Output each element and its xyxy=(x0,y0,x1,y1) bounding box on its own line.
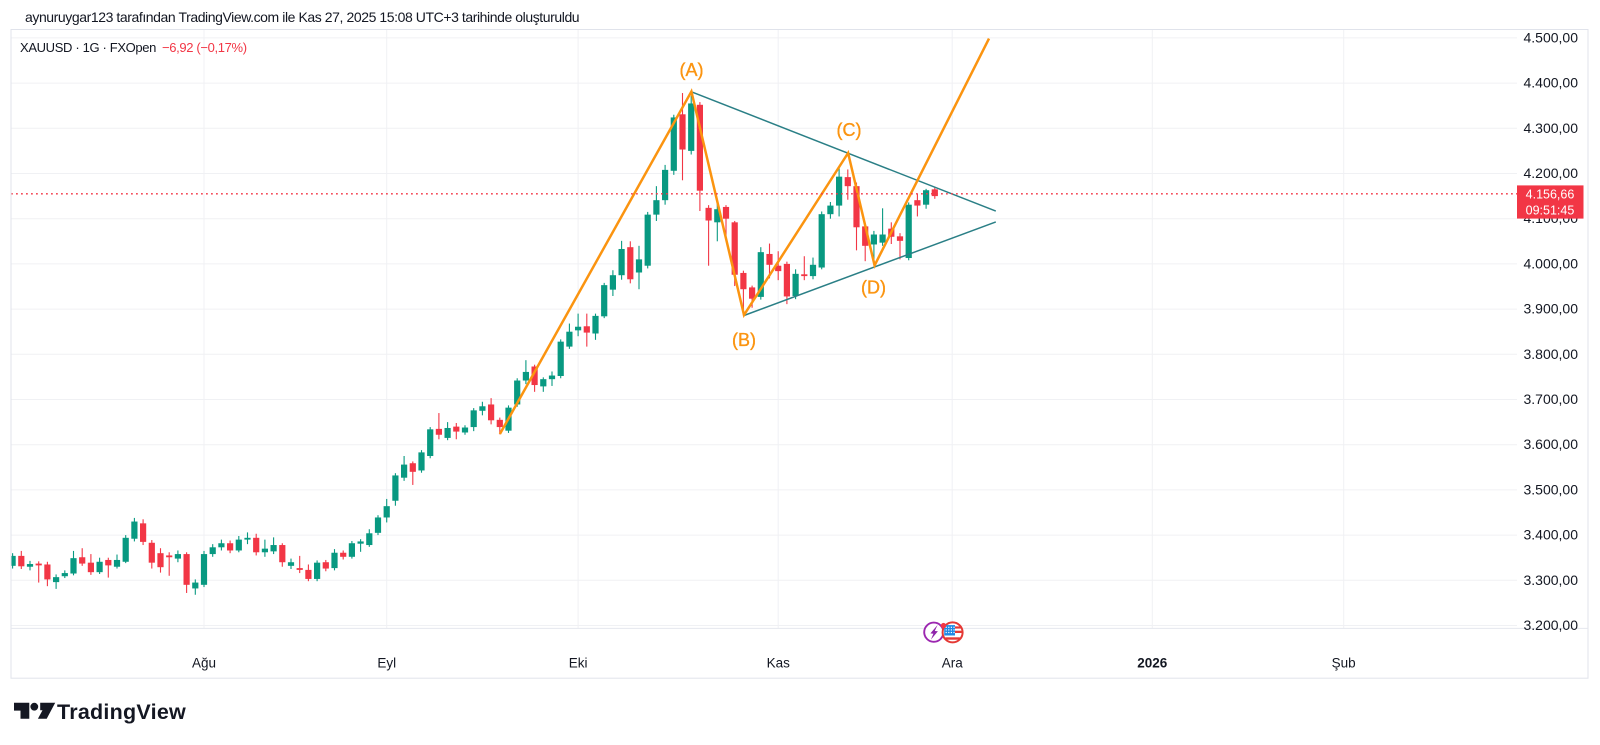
svg-text:aynuruygar123 tarafından Tradi: aynuruygar123 tarafından TradingView.com… xyxy=(25,9,579,25)
svg-text:09:51:45: 09:51:45 xyxy=(1526,204,1575,218)
svg-text:(C): (C) xyxy=(837,120,862,140)
svg-text:4.156,66: 4.156,66 xyxy=(1526,188,1575,202)
svg-text:Kas: Kas xyxy=(767,656,791,671)
svg-text:3.800,00: 3.800,00 xyxy=(1524,346,1579,362)
svg-text:Eki: Eki xyxy=(569,656,588,671)
svg-text:(B): (B) xyxy=(732,330,756,350)
svg-text:2026: 2026 xyxy=(1137,656,1168,671)
svg-text:4.400,00: 4.400,00 xyxy=(1524,75,1579,91)
svg-text:TradingView: TradingView xyxy=(57,700,186,724)
svg-text:Ara: Ara xyxy=(942,656,964,671)
svg-text:4.300,00: 4.300,00 xyxy=(1524,120,1579,136)
svg-text:XAUUSD · 1G · FXOpen: XAUUSD · 1G · FXOpen xyxy=(20,40,156,55)
svg-text:−6,92 (−0,17%): −6,92 (−0,17%) xyxy=(162,40,247,55)
svg-text:3.500,00: 3.500,00 xyxy=(1524,481,1579,497)
svg-text:Ağu: Ağu xyxy=(192,656,216,671)
svg-text:(A): (A) xyxy=(680,60,704,80)
svg-text:(D): (D) xyxy=(861,278,886,298)
svg-text:3.900,00: 3.900,00 xyxy=(1524,301,1579,317)
svg-text:Şub: Şub xyxy=(1332,656,1356,671)
svg-text:Eyl: Eyl xyxy=(377,656,396,671)
svg-text:3.200,00: 3.200,00 xyxy=(1524,617,1579,633)
svg-text:4.000,00: 4.000,00 xyxy=(1524,255,1579,271)
svg-text:3.700,00: 3.700,00 xyxy=(1524,391,1579,407)
svg-text:4.200,00: 4.200,00 xyxy=(1524,165,1579,181)
svg-text:4.500,00: 4.500,00 xyxy=(1524,29,1579,45)
svg-text:3.400,00: 3.400,00 xyxy=(1524,527,1579,543)
svg-text:3.300,00: 3.300,00 xyxy=(1524,572,1579,588)
svg-text:3.600,00: 3.600,00 xyxy=(1524,436,1579,452)
